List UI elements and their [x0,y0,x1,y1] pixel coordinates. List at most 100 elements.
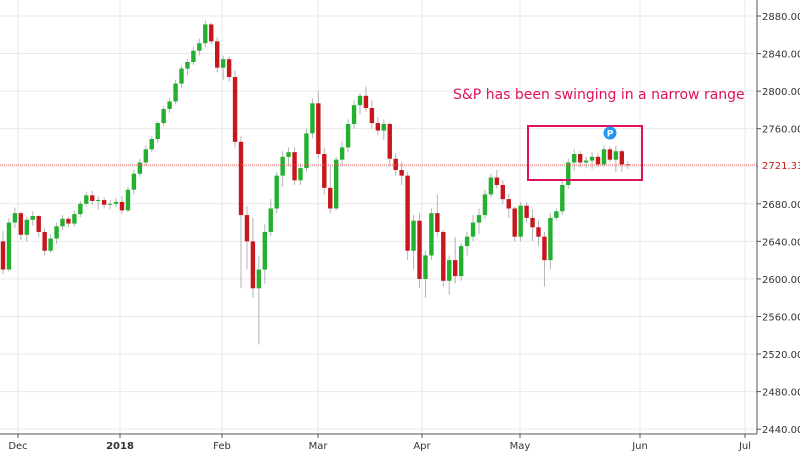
candle-up [351,105,357,124]
y-tick-label: 2560.00 [762,312,800,323]
candle-up [488,177,494,195]
candle-up [381,123,386,131]
candle-up [304,133,309,169]
candle-up [6,222,12,270]
candle-up [12,213,18,223]
candle-down [244,215,250,242]
candles [0,20,630,345]
candle-down [393,158,398,170]
candle-up [96,200,101,202]
y-tick-label: 2760.00 [762,125,800,136]
candle-down [625,164,630,166]
candle-down [42,231,47,251]
candle-up [155,123,160,140]
grid-lines [0,0,757,434]
narrow-range-box [527,125,643,181]
marker-p-circle[interactable] [603,126,617,140]
candle-down [363,95,369,109]
candle-up [589,156,595,161]
x-tick-label: Jun [631,441,648,452]
candle-up [262,231,267,270]
candle-up [357,95,363,106]
candle-down [453,260,458,277]
candle-up [345,123,351,148]
marker-p[interactable]: P [603,126,617,140]
y-tick-label: 2480.00 [762,388,800,399]
candle-down [435,213,440,232]
candle-down [18,213,24,235]
candle-down [536,227,541,237]
x-tick-label: Jul [738,441,751,452]
candle-down [494,177,500,186]
current-price-label-text: 2721.33 [762,161,800,172]
candle-up [458,246,464,277]
candle-down [512,208,517,237]
candle-up [411,220,416,251]
candle-down [405,175,410,251]
candle-up [613,151,619,160]
y-tick-label: 2840.00 [762,50,800,61]
x-tick-label: Mar [309,441,329,452]
candle-up [149,139,154,150]
candle-down [119,201,125,211]
candle-down [607,149,613,160]
candle-up [197,43,202,51]
candle-down [250,241,256,289]
candle-up [143,149,148,163]
candle-up [24,219,29,235]
candle-up [601,149,607,165]
candle-up [310,103,315,134]
candle-up [339,147,345,160]
candle-down [36,216,41,232]
candle-down [66,218,71,224]
candle-down [238,141,244,216]
x-tick-label: 2018 [106,441,134,452]
candle-up [54,226,59,239]
candle-up [334,159,339,209]
candle-up [298,168,303,181]
candle-up [137,162,143,174]
candle-up [470,222,476,237]
candle-down [292,152,297,181]
candle-up [566,162,571,186]
candle-up [447,260,452,281]
candle-up [268,208,273,232]
candle-down [417,220,422,279]
candle-up [203,24,208,44]
candle-up [286,152,291,157]
candle-up [554,211,559,218]
candle-up [560,185,565,212]
candle-up [191,50,196,63]
y-tick-label: 2640.00 [762,237,800,248]
candle-up [167,101,172,109]
marker-p-label[interactable]: P [607,130,614,140]
current-price-label-bg [758,157,800,172]
axes [0,0,758,435]
candle-down [209,24,214,42]
candle-up [173,83,178,102]
candle-down [316,103,321,155]
candle-up [220,59,226,68]
candle-up [518,205,523,237]
candle-up [256,269,262,289]
candle-down [101,200,107,205]
y-tick-label: 2520.00 [762,350,800,361]
candle-up [30,216,35,220]
candle-up [572,154,577,163]
candle-down [387,123,392,159]
candle-up [60,218,65,227]
candle-down [524,205,529,218]
candle-up [429,213,434,256]
y-tick-label: 2440.00 [762,425,800,436]
candle-up [131,173,137,190]
candle-down [0,241,6,270]
y-tick-labels: 2880.002840.002800.002760.002720.002680.… [757,12,800,436]
y-tick-label: 2880.00 [762,12,800,23]
candle-down [399,169,404,176]
annotation-text: S&P has been swinging in a narrow range [453,87,745,103]
y-tick-label: 2600.00 [762,275,800,286]
candle-up [476,215,482,223]
candle-down [542,236,547,261]
